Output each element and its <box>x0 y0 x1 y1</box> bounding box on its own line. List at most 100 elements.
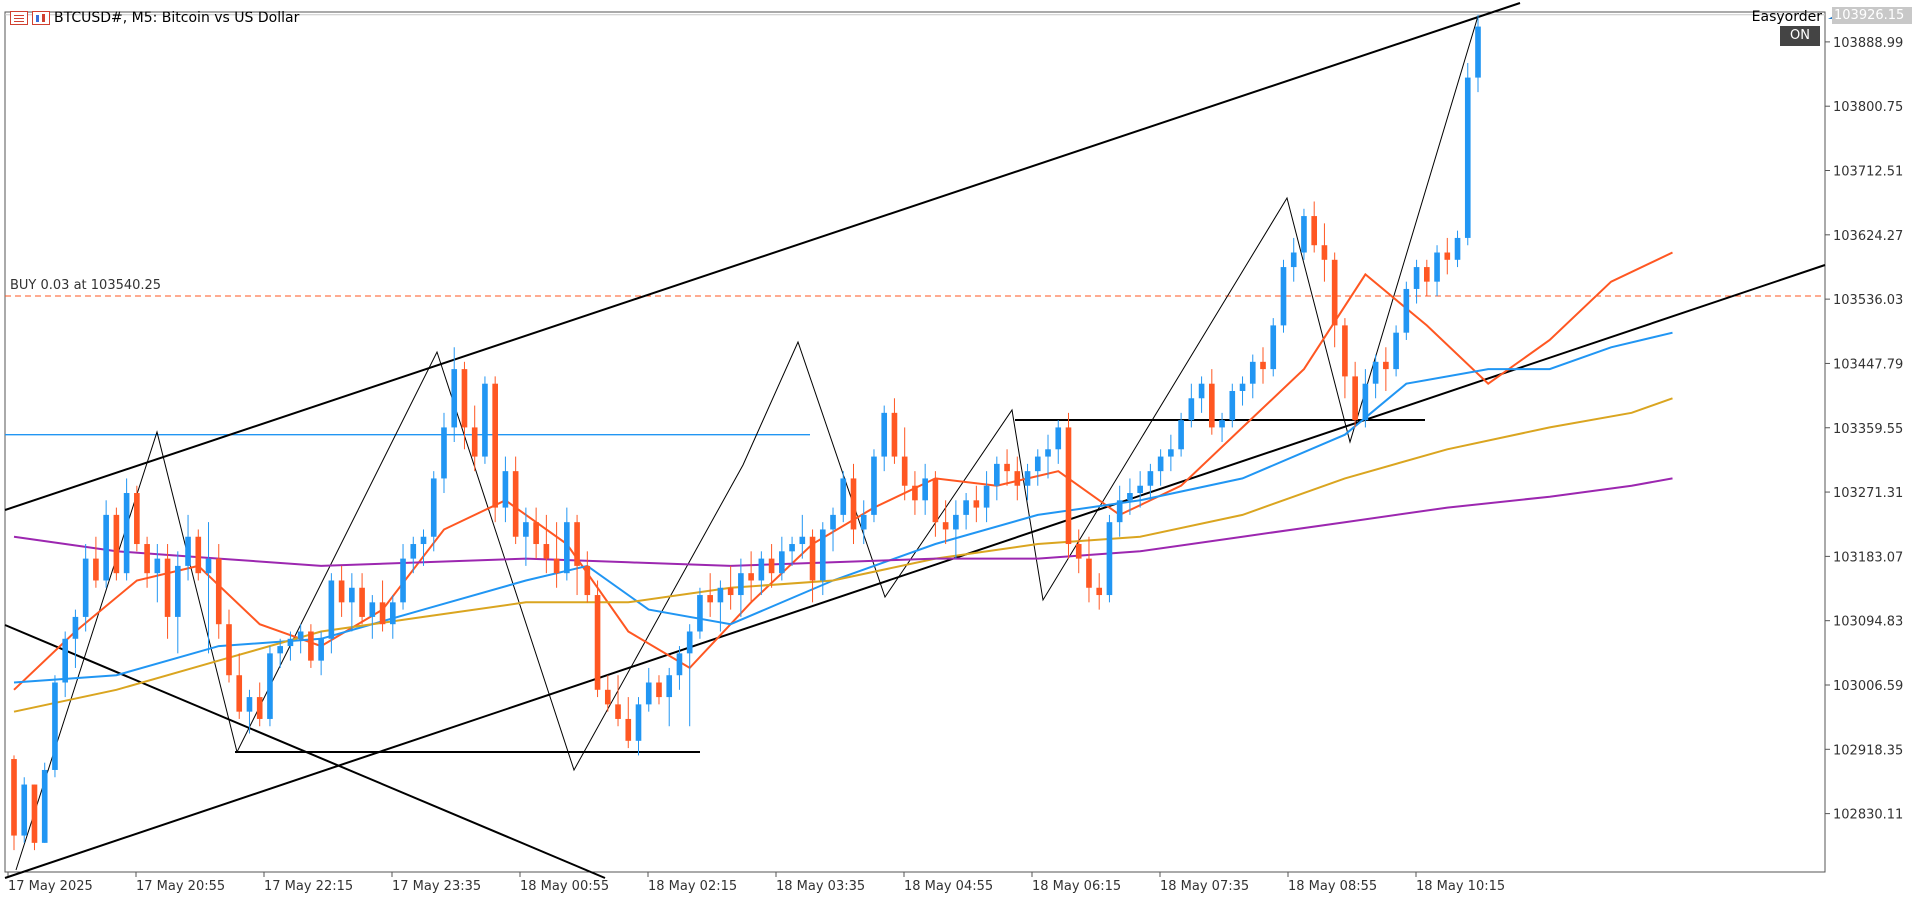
candle-body <box>1454 237 1461 260</box>
candle-body <box>502 471 509 508</box>
x-tick-label: 18 May 03:35 <box>776 879 865 894</box>
candle-body <box>11 759 17 836</box>
y-tick-label: 103536.03 <box>1833 293 1903 308</box>
candle-body <box>1188 398 1195 421</box>
candle-body <box>400 558 406 603</box>
candle-body <box>236 675 243 712</box>
candle-body <box>973 500 980 508</box>
candle-body <box>1116 500 1123 523</box>
x-tick-label: 18 May 08:55 <box>1288 879 1377 894</box>
candle-body <box>1075 544 1082 559</box>
expert-on-button[interactable]: ON <box>1780 26 1820 46</box>
candle-body <box>656 682 662 698</box>
trend-line <box>4 2 1521 511</box>
candle-body <box>912 485 918 501</box>
candle-body <box>338 580 345 603</box>
y-tick-label: 103712.51 <box>1833 165 1903 180</box>
y-tick-label: 103183.07 <box>1833 550 1903 565</box>
y-tick-label: 102918.35 <box>1833 743 1903 758</box>
candle-body <box>1301 216 1307 253</box>
candle-body <box>635 704 642 741</box>
candle-body <box>543 544 550 559</box>
candle-body <box>297 631 304 639</box>
candle-body <box>533 522 539 545</box>
trend-line <box>4 264 1826 879</box>
candle-body <box>1127 493 1133 501</box>
candle-body <box>1342 325 1348 377</box>
candle-body <box>420 536 427 545</box>
candle-body <box>267 653 273 719</box>
current-price-tag: 103926.15 <box>1832 6 1912 24</box>
candle-body <box>1393 332 1399 370</box>
candle-body <box>379 602 386 625</box>
candle-body <box>789 544 795 552</box>
candle-body <box>123 493 130 574</box>
candle-body <box>1198 383 1205 399</box>
candle-body <box>1383 361 1389 370</box>
candle-body <box>195 536 202 574</box>
candle-body <box>625 718 632 741</box>
candle-body <box>1260 361 1266 370</box>
candle-body <box>1137 485 1143 494</box>
x-tick-label: 17 May 2025 <box>8 879 93 894</box>
candle-body <box>1372 361 1379 384</box>
candle-body <box>553 558 560 574</box>
candle-body <box>1024 471 1031 486</box>
candle-body <box>1055 427 1062 450</box>
x-tick-label: 18 May 00:55 <box>520 879 609 894</box>
x-tick-label: 18 May 10:15 <box>1416 879 1505 894</box>
expert-name: Easyorder <box>1751 9 1822 25</box>
candle-body <box>256 697 263 719</box>
x-tick-label: 17 May 22:15 <box>264 879 353 894</box>
candle-body <box>860 514 867 530</box>
candle-body <box>697 595 703 632</box>
y-tick-label: 103006.59 <box>1833 679 1903 694</box>
candle-body <box>1280 267 1287 326</box>
candle-body <box>226 624 232 676</box>
candle-body <box>676 653 683 676</box>
candle-body <box>871 456 877 515</box>
candle-body <box>21 784 28 836</box>
candle-body <box>1352 376 1358 421</box>
candle-body <box>1423 267 1430 282</box>
candle-body <box>471 427 478 457</box>
candle-body <box>31 784 38 843</box>
candle-body <box>103 514 109 581</box>
candle-body <box>482 383 488 457</box>
candle-body <box>1034 456 1041 472</box>
candle-body <box>430 478 437 537</box>
y-tick-label: 103800.75 <box>1833 100 1903 115</box>
candle-body <box>1270 325 1277 370</box>
candle-body <box>318 638 324 661</box>
candle-body <box>799 536 806 545</box>
candle-body <box>277 646 283 654</box>
candle-body <box>205 558 212 574</box>
candle-body <box>1362 383 1369 421</box>
menu-icon[interactable] <box>10 11 28 25</box>
moving-average-long <box>13 477 1673 567</box>
chart-icon[interactable] <box>32 11 50 25</box>
candle-body <box>1045 449 1051 457</box>
candle-body <box>246 697 253 712</box>
candle-body <box>717 587 724 603</box>
candle-body <box>410 544 417 559</box>
candle-body <box>1157 456 1164 472</box>
candle-body <box>758 558 765 581</box>
candle-body <box>349 587 355 603</box>
y-tick-label: 103447.79 <box>1833 357 1903 372</box>
order-label: BUY 0.03 at 103540.25 <box>10 278 162 294</box>
candle-body <box>359 587 365 617</box>
candle-body <box>574 522 580 566</box>
candle-body <box>645 682 652 705</box>
candle-body <box>1475 26 1481 78</box>
zigzag-line <box>15 15 1479 871</box>
candle-body <box>369 602 376 617</box>
candle-body <box>93 558 99 581</box>
symbol-title: BTCUSD#, M5: Bitcoin vs US Dollar <box>54 10 300 26</box>
candle-body <box>953 514 959 530</box>
candle-body <box>1014 471 1021 486</box>
candle-body <box>584 565 591 596</box>
candle-body <box>1096 587 1103 596</box>
